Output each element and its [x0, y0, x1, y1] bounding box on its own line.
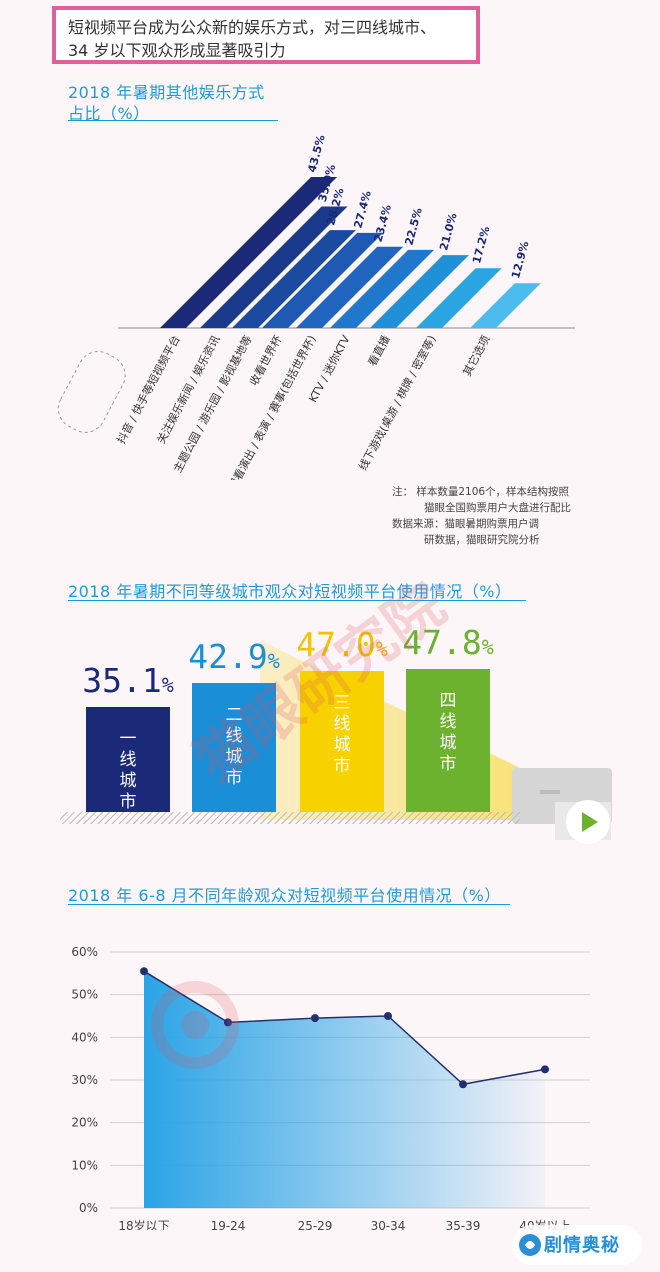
x-tick-label: 18岁以下 — [118, 1218, 169, 1230]
age-area-chart: 0% 10% 20% 30% 40% 50% 60% 18岁以下 19-24 25-29 30-34… — [71, 945, 590, 1230]
data-point — [311, 1014, 319, 1023]
city-value-label: 42.9% — [188, 637, 280, 677]
projector-slot — [540, 790, 560, 794]
data-point — [384, 1012, 392, 1020]
section1-title: 2018 年暑期其他娱乐方式 占比（%） — [68, 82, 265, 124]
section1-title-line-1: 2018 年暑期其他娱乐方式 — [68, 83, 265, 102]
data-point — [541, 1065, 549, 1074]
brand-badge — [512, 1225, 642, 1265]
section1-title-underline — [68, 120, 278, 121]
city-tier-label: 三线城市 — [333, 693, 351, 776]
source-note: 注： 样本数量2106个，样本结构按照 猫眼全国购票用户大盘进行配比 数据来源：… — [392, 484, 617, 548]
section3-title-underline — [68, 904, 510, 905]
note-line-1: 注： 样本数量2106个，样本结构按照 — [392, 486, 570, 498]
bar-value-label: 21.0% — [437, 212, 459, 252]
x-tick-label: 30-34 — [371, 1219, 406, 1230]
category-label: 看直播 — [365, 333, 393, 369]
area-fill — [144, 971, 545, 1208]
category-label: 线下游戏(桌游 / 棋牌 / 密室等) — [355, 333, 438, 473]
data-point — [224, 1018, 232, 1027]
city-value-label: 47.8% — [402, 622, 494, 662]
y-tick-label: 20% — [71, 1116, 98, 1130]
note-line-2: 猫眼全国购票用户大盘进行配比 — [424, 502, 571, 514]
city-tier-label: 二线城市 — [225, 705, 243, 789]
slanted-bar — [370, 255, 469, 328]
city-bar — [300, 671, 384, 812]
x-tick-label: 25-29 — [298, 1219, 333, 1230]
bar-value-label: 22.5% — [402, 206, 424, 246]
headline-line-2: 34 岁以下观众形成显著吸引力 — [68, 41, 286, 60]
slanted-bar — [160, 176, 338, 328]
hatched-shadow — [60, 812, 520, 824]
x-tick-label: 35-39 — [446, 1219, 481, 1230]
note-line-4: 研数据，猫眼研究院分析 — [424, 534, 540, 546]
headline-line-1: 短视频平台成为公众新的娱乐方式，对三四线城市、 — [68, 18, 437, 37]
highlight-dashed-outline — [57, 351, 126, 433]
section2-title: 2018 年暑期不同等级城市观众对短视频平台使用情况（%） — [68, 582, 512, 601]
slanted-bar — [232, 230, 356, 328]
y-tick-label: 0% — [79, 1201, 98, 1215]
section1-title-line-2: 占比（%） — [68, 104, 150, 123]
city-value-label: 47.0% — [296, 625, 388, 664]
category-label: 其它选项 — [460, 333, 493, 378]
watermark-logo-icon — [151, 981, 239, 1069]
slanted-bar — [296, 246, 404, 328]
section2-title-underline — [68, 600, 526, 601]
headline-box: 短视频平台成为公众新的娱乐方式，对三四线城市、 34 岁以下观众形成显著吸引力 — [52, 6, 480, 64]
city-tier-label: 一线城市 — [119, 728, 137, 812]
section3-title: 2018 年 6-8 月不同年龄观众对短视频平台使用情况（%） — [68, 886, 501, 905]
play-button[interactable] — [566, 800, 610, 844]
slanted-bar — [416, 268, 502, 328]
slanted-bar — [200, 206, 348, 328]
bar-value-label: 17.2% — [470, 225, 492, 265]
bar-value-label: 12.9% — [509, 240, 531, 280]
y-tick-label: 50% — [71, 988, 98, 1002]
data-point — [140, 967, 148, 976]
y-tick-label: 10% — [71, 1158, 98, 1172]
city-bar — [406, 668, 490, 812]
slanted-bar — [262, 232, 384, 328]
bar-value-label: 23.4% — [372, 203, 394, 243]
city-bar — [86, 706, 170, 812]
brand-text: 剧情奥秘 — [544, 1235, 620, 1256]
note-line-3: 数据来源：猫眼暑期购票用户调 — [392, 518, 539, 530]
city-tier-label: 四线城市 — [439, 690, 457, 774]
x-tick-label: 19-24 — [211, 1219, 246, 1230]
city-bar — [192, 683, 276, 812]
data-point — [459, 1080, 467, 1089]
y-tick-label: 60% — [71, 945, 98, 959]
play-icon — [582, 812, 598, 832]
y-tick-label: 30% — [71, 1073, 98, 1087]
slanted-bar — [470, 283, 541, 328]
slanted-bar — [330, 249, 435, 328]
bar-value-label: 27.4% — [351, 189, 373, 229]
series-line — [143, 970, 546, 1086]
y-tick-label: 40% — [71, 1030, 98, 1044]
city-value-label: 35.1% — [82, 660, 174, 700]
